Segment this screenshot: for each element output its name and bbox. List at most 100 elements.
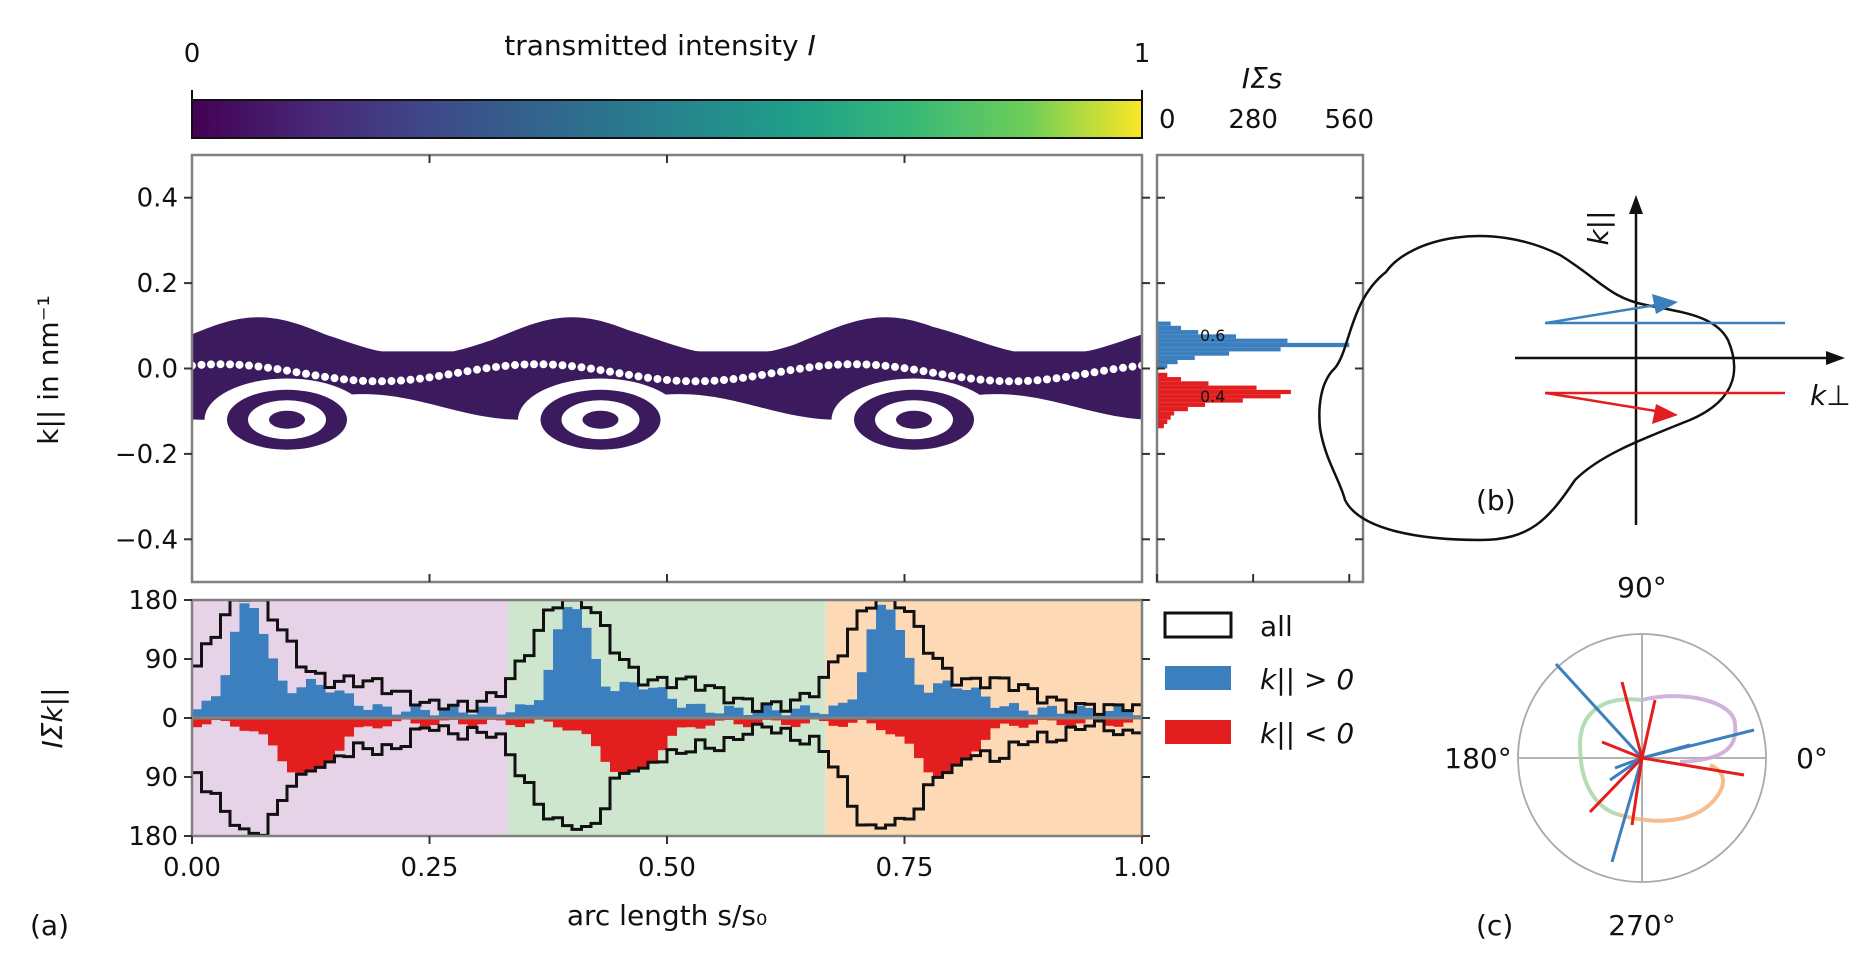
arc-bar-neg [1028,718,1038,725]
arc-ylabel: IΣk|| [36,687,69,748]
arc-bar-neg [638,718,649,769]
arc-bar-neg [610,718,620,772]
polar-green-curve [1577,697,1643,817]
phase-space-band [192,317,1142,461]
arc-bar-pos [610,691,620,718]
arc-bar-pos [382,706,392,718]
arc-bar-pos [999,706,1010,718]
arc-bar-neg [287,718,297,773]
arc-bar-pos [819,714,829,718]
side-bar [1157,398,1243,403]
phase-space-plot: 0.4 0.2 0.0 −0.2 −0.4 k|| in nm⁻¹ [32,153,1150,584]
arc-bar-pos [372,704,383,718]
fermi-contour [1318,234,1736,542]
arc-bar-pos [990,707,1000,718]
arc-bar-neg [467,718,478,728]
arc-bar-neg [733,718,744,725]
arc-bar-neg [562,718,573,731]
side-bar [1157,389,1291,395]
arc-bar-pos [562,607,573,718]
side-xtick-label: 560 [1324,105,1374,135]
side-bar [1157,385,1257,390]
arc-bar-neg [458,718,468,725]
side-bar [1157,351,1230,356]
arc-bar-pos [230,631,240,718]
arc-bar-pos [249,608,259,718]
k-perp-arrowhead [1826,351,1845,365]
polar-label-270: 270° [1608,909,1675,942]
arc-bar-neg [1123,718,1133,723]
arc-bar-pos [410,704,421,718]
side-bar [1157,415,1171,420]
side-bar [1157,334,1236,339]
side-histogram-label: IΣs [1242,62,1283,95]
arc-ytick-label: 180 [128,586,178,616]
arc-bar-neg [904,718,915,744]
side-histogram-frame [1155,153,1365,584]
polar-red-vectors [1588,681,1745,826]
legend-label-all: all [1260,610,1293,643]
polar-label-90: 90° [1617,571,1667,604]
arc-bar-neg [619,718,630,774]
arc-bar-neg [315,718,326,768]
arc-bar-neg [705,718,715,726]
side-bar [1157,411,1175,416]
arc-bar-neg [239,718,250,731]
red-arrow-head [1652,404,1678,424]
arc-bar-neg [553,718,563,728]
arc-bar-neg [334,718,345,751]
arc-bar-pos [201,700,212,718]
arc-bar-neg [828,718,839,726]
side-bar [1157,372,1168,378]
arc-bar-neg [800,718,810,724]
arc-bar-pos [486,706,497,718]
phase-space-ylabel: k|| in nm⁻¹ [32,295,65,444]
arc-bar-pos [752,711,763,718]
arc-bar-neg [1056,718,1067,726]
arc-bar-pos [961,690,972,718]
red-arrow [1545,391,1657,413]
arc-bar-pos [534,700,544,718]
k-parallel-label: k|| [1582,210,1615,245]
arc-bar-pos [496,714,506,718]
colorbar-title: transmitted intensity I [504,29,815,62]
arc-all-lower [192,719,1142,836]
arc-ytick-label: 180 [128,822,178,852]
arc-bar-pos [1123,710,1133,718]
arc-ytick-label: 90 [145,645,178,675]
arc-bar-neg [933,718,943,778]
arc-bar-pos [676,707,687,718]
arc-bar-neg [363,718,373,727]
polar-blue-vectors [1554,662,1755,863]
side-bar [1157,364,1168,369]
panel-b-label: (b) [1476,484,1516,517]
arc-bar-neg [752,718,763,725]
side-bar [1157,424,1164,429]
side-bar [1157,406,1188,412]
phase-ytick-label: −0.2 [115,440,178,470]
arc-bar-pos [714,713,725,718]
panel-c-polar: 90° 180° 0° 270° (c) [1444,571,1828,942]
arc-bar-neg [648,718,658,763]
arc-bar-pos [458,712,468,718]
arc-bar-neg [657,718,668,751]
arc-bar-neg [524,718,535,724]
arc-bar-pos [942,680,953,718]
side-bar [1157,381,1209,386]
side-bar [1157,330,1199,335]
arc-bar-pos [192,709,202,718]
arc-bar-pos [923,692,934,718]
arc-bar-pos [572,609,582,718]
arc-bar-neg [344,718,354,737]
arc-bar-neg [410,718,421,724]
side-bar [1157,325,1182,331]
arc-bar-neg [372,718,383,729]
arc-bar-pos [952,688,962,718]
arc-bar-pos [524,704,535,718]
arc-bar-neg [819,718,829,722]
arc-bar-pos [828,705,839,718]
arc-bar-pos [401,711,411,718]
arc-bar-pos [619,681,630,718]
arc-bar-pos [420,709,430,718]
arc-xtick-label: 0.00 [163,853,221,883]
